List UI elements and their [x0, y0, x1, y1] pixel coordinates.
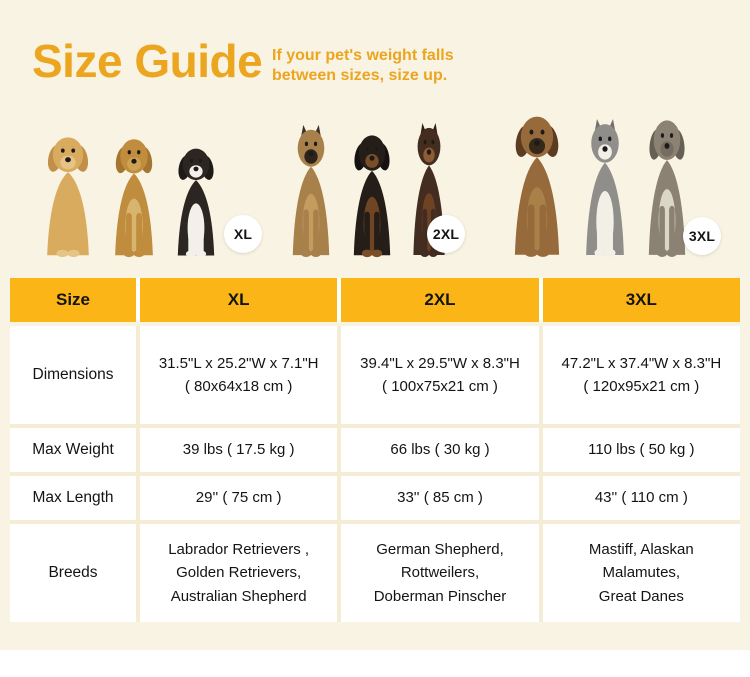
subtitle-line-2: between sizes, size up.: [272, 66, 448, 84]
breeds-3xl-line-2: Malamutes,: [602, 564, 681, 582]
header-cell-2xl: 2XL: [341, 278, 539, 322]
breeds-3xl-line-3: Great Danes: [598, 587, 684, 605]
dimensions-2xl-cm: ( 100x75x21 cm ): [382, 378, 498, 395]
row-label-breeds: Breeds: [10, 524, 136, 622]
header-cell-size: Size: [10, 278, 136, 322]
row-label-max-weight: Max Weight: [10, 428, 136, 472]
dimensions-3xl-inches: 47.2"L x 37.4"W x 8.3"H: [561, 354, 722, 372]
max-weight-3xl: 110 lbs ( 50 kg ): [542, 428, 740, 472]
dimensions-2xl-inches: 39.4"L x 29.5"W x 8.3"H: [360, 354, 520, 372]
max-length-xl: 29'' ( 75 cm ): [140, 476, 338, 520]
dog-great-dane: [648, 120, 686, 257]
page-subtitle: If your pet's weight falls between sizes…: [272, 46, 454, 85]
dog-golden-retriever: [115, 139, 153, 258]
dog-group-xl: [36, 130, 224, 258]
dimensions-xl-cm: ( 80x64x18 cm ): [184, 378, 293, 395]
subtitle-line-1: If your pet's weight falls: [272, 47, 454, 64]
dimensions-3xl-cm: ( 120x95x21 cm ): [583, 378, 700, 395]
row-label-dimensions: Dimensions: [10, 326, 136, 424]
dog-group-3xl: [503, 108, 695, 258]
dog-german-shepherd: [292, 124, 330, 258]
max-weight-2xl: 66 lbs ( 30 kg ): [341, 428, 539, 472]
max-weight-xl: 39 lbs ( 17.5 kg ): [140, 428, 338, 472]
size-table-header: Size XL 2XL 3XL: [10, 278, 740, 322]
breeds-2xl: German Shepherd, Rottweilers, Doberman P…: [341, 524, 539, 622]
breeds-xl-line-3: Australian Shepherd: [170, 587, 307, 605]
page-title: Size Guide: [32, 35, 263, 87]
breeds-2xl-line-1: German Shepherd,: [376, 541, 504, 559]
size-badge-xl: XL: [224, 215, 262, 253]
size-badge-2xl: 2XL: [427, 215, 465, 253]
dimensions-xl: 31.5"L x 25.2"W x 7.1"H ( 80x64x18 cm ): [140, 326, 338, 424]
dimensions-3xl: 47.2"L x 37.4"W x 8.3"H ( 120x95x21 cm ): [542, 326, 740, 424]
row-label-max-length: Max Length: [10, 476, 136, 520]
header-cell-3xl: 3XL: [542, 278, 740, 322]
breeds-xl-line-1: Labrador Retrievers ,: [168, 541, 310, 559]
dog-alaskan-malamute: [586, 119, 624, 257]
max-length-3xl: 43'' ( 110 cm ): [542, 476, 740, 520]
breeds-3xl: Mastiff, Alaskan Malamutes, Great Danes: [542, 524, 740, 622]
breeds-2xl-line-2: Rottweilers,: [400, 564, 480, 582]
header-cell-xl: XL: [140, 278, 338, 322]
dimensions-xl-inches: 31.5"L x 25.2"W x 7.1"H: [158, 354, 319, 372]
dog-mastiff: [514, 116, 560, 257]
size-table-body: Dimensions 31.5"L x 25.2"W x 7.1"H ( 80x…: [10, 326, 740, 622]
size-table: Size XL 2XL 3XL Dimensions 31.5"L x 25.2…: [10, 278, 740, 622]
dimensions-2xl: 39.4"L x 29.5"W x 8.3"H ( 100x75x21 cm ): [341, 326, 539, 424]
max-length-2xl: 33'' ( 85 cm ): [341, 476, 539, 520]
breeds-xl-line-2: Golden Retrievers,: [176, 564, 302, 582]
breeds-3xl-line-1: Mastiff, Alaskan: [588, 541, 694, 559]
dog-rottweiler: [353, 135, 391, 258]
size-badge-3xl: 3XL: [683, 217, 721, 255]
dog-labrador-retriever: [47, 137, 89, 258]
breeds-xl: Labrador Retrievers , Golden Retrievers,…: [140, 524, 338, 622]
dog-border-collie: [177, 148, 215, 258]
breeds-2xl-line-3: Doberman Pinscher: [373, 587, 507, 605]
